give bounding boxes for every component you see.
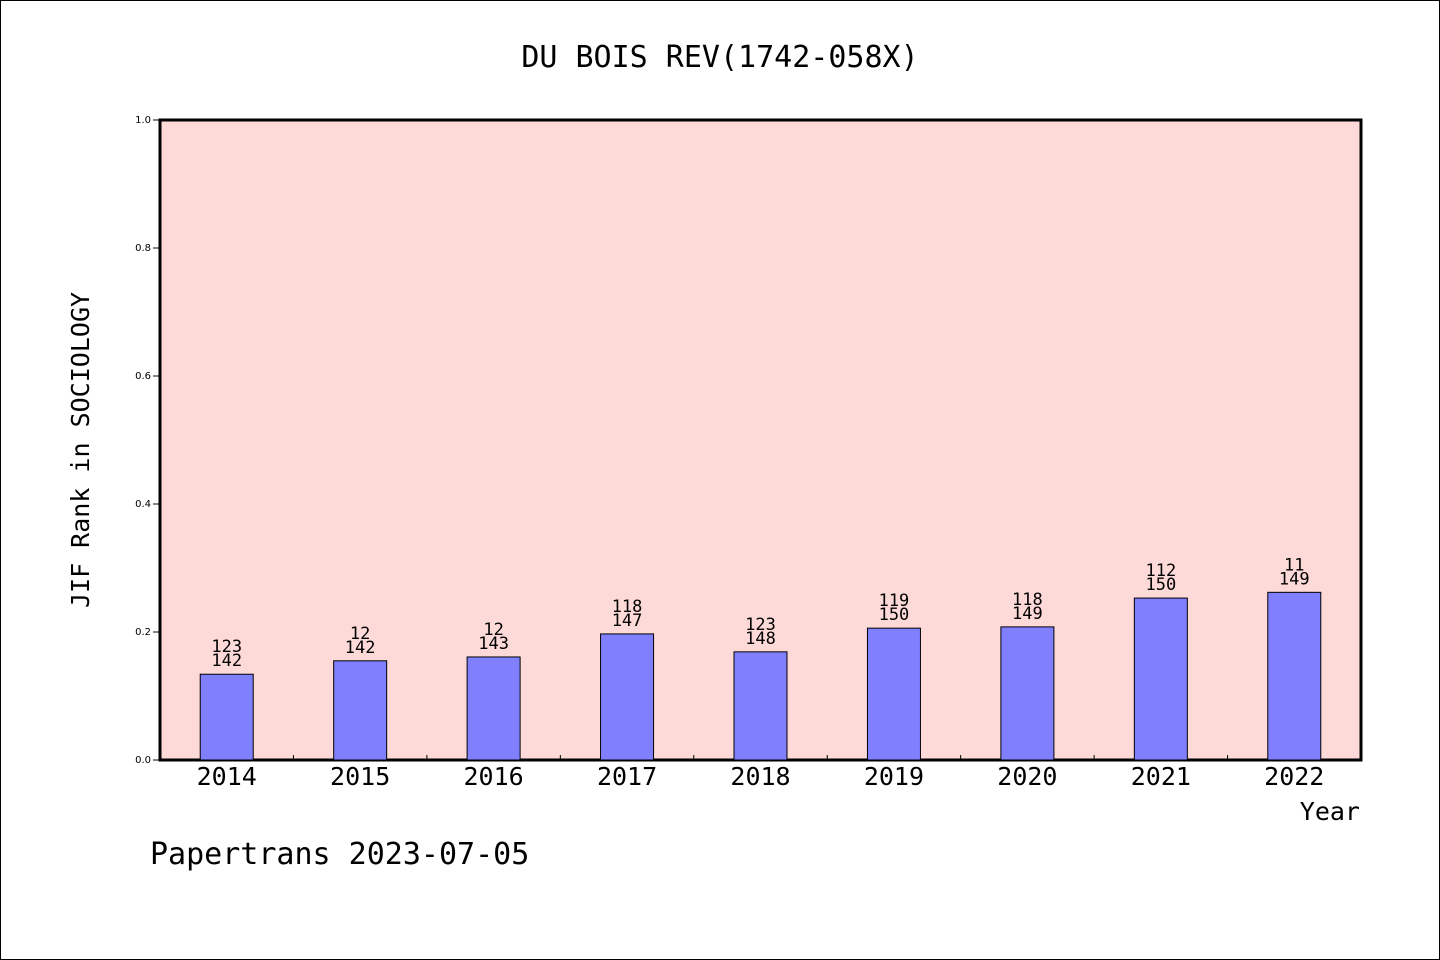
chart-title: DU BOIS REV(1742-058X): [521, 40, 918, 75]
y-tick-label: 0.6: [135, 371, 151, 382]
bar-total-label: 148: [745, 629, 776, 649]
x-tick-label: 2021: [1131, 762, 1191, 791]
x-tick-label: 2015: [330, 762, 390, 791]
y-tick-label: 0.4: [135, 499, 151, 510]
y-tick-label: 1.0: [135, 115, 151, 126]
y-tick-label: 0.2: [135, 627, 151, 638]
bar-total-label: 149: [1012, 604, 1043, 624]
x-axis-label: Year: [1300, 797, 1360, 826]
bar-total-label: 150: [879, 605, 910, 625]
x-tick-label: 2018: [730, 762, 790, 791]
bar-total-label: 142: [345, 638, 376, 658]
y-tick-label: 0.8: [135, 243, 151, 254]
bar-rank-label: 119: [879, 591, 910, 611]
x-tick-label: 2017: [597, 762, 657, 791]
bar-rank-label: 11: [1284, 555, 1304, 575]
bar: [1267, 591, 1322, 761]
y-axis-label: JIF Rank in SOCIOLOGY: [66, 292, 95, 608]
x-tick-label: 2022: [1264, 762, 1324, 791]
bar-rank-label: 12: [350, 624, 370, 644]
bar: [1133, 597, 1188, 761]
x-tick-label: 2020: [997, 762, 1057, 791]
bar-rank-label: 118: [1012, 590, 1043, 610]
bar-rank-label: 12: [483, 620, 503, 640]
bar: [866, 627, 921, 761]
bar: [199, 673, 254, 761]
bar-rank-label: 112: [1145, 561, 1176, 581]
bar: [733, 651, 788, 761]
bar: [600, 633, 655, 761]
x-axis: 2014 2015 2016 2017 2018 2019 2020 2021 2022: [197, 755, 1324, 791]
bar-total-label: 150: [1145, 575, 1176, 595]
x-tick-label: 2016: [464, 762, 524, 791]
bar-series: [199, 591, 1322, 761]
bar-total-label: 142: [211, 651, 242, 671]
x-tick-label: 2019: [864, 762, 924, 791]
footer-note: Papertrans 2023-07-05: [150, 837, 529, 872]
y-tick-label: 0.0: [135, 755, 151, 766]
bar-total-label: 149: [1279, 569, 1310, 589]
bar-rank-label: 123: [745, 615, 776, 635]
x-tick-label: 2014: [197, 762, 257, 791]
bar-rank-label: 123: [211, 637, 242, 657]
bar-rank-label: 118: [612, 597, 643, 617]
bar: [1000, 626, 1055, 761]
bar: [333, 660, 388, 761]
bar-total-label: 143: [478, 634, 509, 654]
bar-total-label: 147: [612, 611, 643, 631]
bar: [466, 656, 521, 761]
y-axis: 0.0 0.2 0.4 0.6 0.8 1.0: [135, 115, 160, 766]
